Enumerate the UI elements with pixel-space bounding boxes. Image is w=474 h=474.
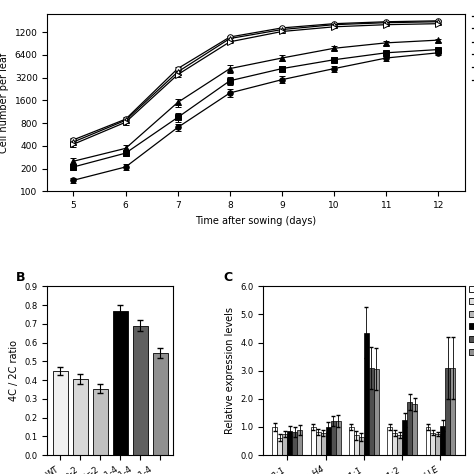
Bar (412, 404, 417, 455)
Legend: WT, $atm$, $atr$, $fas1$, $fas1$ $atm$, $fas1$ $atr$: WT, $atm$, $atr$, $fas1$, $fas1$ $atm$, … (466, 283, 474, 359)
Bar (426, 427, 430, 455)
Bar (283, 434, 287, 455)
Bar (326, 427, 330, 455)
Bar (133, 326, 147, 455)
Bar (310, 427, 316, 455)
Text: B: B (16, 271, 26, 284)
Bar (320, 433, 326, 455)
Bar (392, 433, 397, 455)
Y-axis label: 4C / 2C ratio: 4C / 2C ratio (9, 340, 19, 401)
Bar (374, 369, 379, 455)
Bar (336, 421, 340, 455)
Bar (354, 435, 359, 455)
Bar (277, 438, 283, 455)
Bar (364, 333, 369, 455)
Bar (369, 368, 374, 455)
Legend: WT, $atm$-2, $atr$-2, $fas1$-4, $fas1$-4 $atm$-2, $fas1$- $atr$-2: WT, $atm$-2, $atr$-2, $fas1$-4, $fas1$-4… (469, 11, 474, 88)
Bar (402, 420, 407, 455)
Bar (387, 427, 392, 455)
Y-axis label: Cell number per leaf: Cell number per leaf (0, 53, 9, 153)
Bar (297, 430, 302, 455)
Bar (330, 421, 336, 455)
Bar (349, 427, 354, 455)
Bar (292, 432, 297, 455)
Bar (113, 311, 128, 455)
Y-axis label: Relative expression levels: Relative expression levels (225, 307, 235, 434)
Bar (407, 401, 412, 455)
Bar (273, 427, 277, 455)
Bar (436, 434, 440, 455)
Text: C: C (223, 271, 232, 284)
Bar (53, 371, 67, 455)
Bar (359, 437, 364, 455)
Bar (153, 353, 167, 455)
Bar (430, 433, 436, 455)
Bar (287, 431, 292, 455)
Bar (450, 368, 456, 455)
Bar (73, 379, 88, 455)
Bar (446, 368, 450, 455)
Bar (316, 432, 320, 455)
Bar (440, 426, 446, 455)
Bar (93, 389, 108, 455)
X-axis label: Time after sowing (days): Time after sowing (days) (195, 216, 317, 226)
Bar (397, 435, 402, 455)
